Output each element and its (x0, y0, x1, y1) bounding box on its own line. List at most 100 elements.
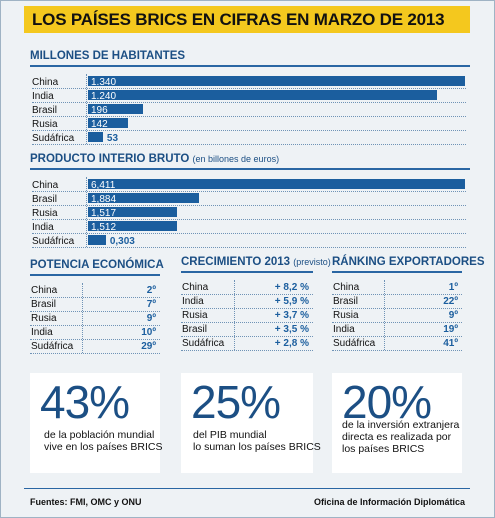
card-line: de la población mundial (44, 429, 155, 441)
category-label: India (31, 327, 53, 338)
population-share-card: 43% de la población mundial vive en los … (30, 373, 163, 473)
row-divider (32, 233, 466, 234)
gdp-title-text: PRODUCTO INTERIO BRUTO (30, 153, 190, 165)
data-label: 53 (106, 133, 119, 144)
category-label: Brasil (32, 194, 58, 205)
category-label: India (32, 91, 54, 102)
population-rule (30, 65, 470, 67)
growth-subtitle: (previsto) (293, 257, 331, 267)
table-value: 41º (443, 338, 458, 349)
axis-line (86, 74, 87, 144)
category-label: Sudáfrica (32, 236, 75, 247)
table-value: + 3,5 % (274, 324, 309, 335)
investment-share-desc: de la inversión extranjera directa es re… (342, 419, 459, 455)
category-label: Rusia (182, 310, 208, 321)
category-label: Rusia (31, 313, 57, 324)
footer-credit: Oficina de Información Diplomática (313, 497, 465, 507)
bar (88, 90, 437, 100)
table-value: 7º (146, 299, 156, 310)
row-divider (32, 205, 466, 206)
category-label: Brasil (182, 324, 208, 335)
row-divider (30, 353, 160, 354)
data-label: 196 (91, 105, 108, 116)
table-value: 29º (141, 341, 156, 352)
card-line: de la inversión extranjera (342, 419, 460, 431)
footer-sources: Fuentes: FMI, OMC y ONU (30, 497, 142, 507)
category-label: India (32, 222, 54, 233)
growth-rule (181, 271, 313, 273)
table-value: + 8,2 % (274, 282, 309, 293)
category-label: Rusia (333, 310, 359, 321)
row-divider (332, 350, 462, 351)
category-label: India (333, 324, 355, 335)
row-divider (32, 130, 466, 131)
population-title-text: MILLONES DE HABITANTES (30, 50, 186, 62)
power-title: POTENCIA ECONÓMICA (30, 259, 164, 271)
bar (88, 118, 128, 128)
card-line: lo suman los países BRICS (193, 441, 321, 453)
category-label: Brasil (31, 299, 57, 310)
exporters-rule (332, 271, 462, 273)
row-divider (332, 322, 462, 323)
data-label: 1,512 (91, 222, 117, 233)
population-share-value: 43% (40, 376, 130, 428)
bar (88, 76, 465, 86)
row-divider (30, 297, 160, 298)
bar (88, 193, 199, 203)
card-line: del PIB mundial (193, 429, 267, 441)
card-line: los países BRICS (342, 443, 425, 455)
row-divider (30, 339, 160, 340)
category-label: Sudáfrica (182, 338, 225, 349)
power-rule (30, 274, 160, 276)
exporters-title: RÁNKING EXPORTADORES (332, 256, 485, 268)
column-divider (234, 280, 235, 350)
table-value: 9º (448, 310, 458, 321)
row-divider (32, 191, 466, 192)
title-bar: LOS PAÍSES BRICS EN CIFRAS EN MARZO DE 2… (24, 6, 470, 33)
bar (88, 235, 106, 245)
row-divider (30, 325, 160, 326)
category-label: Brasil (32, 105, 58, 116)
bar (88, 179, 465, 189)
category-label: China (32, 180, 59, 191)
bar (88, 104, 144, 114)
bar (88, 132, 103, 142)
footer-rule (24, 488, 470, 489)
row-divider (30, 311, 160, 312)
category-label: Sudáfrica (32, 133, 75, 144)
table-value: 2º (146, 285, 156, 296)
category-label: China (32, 77, 59, 88)
category-label: China (182, 282, 209, 293)
population-title: MILLONES DE HABITANTES (30, 50, 185, 62)
table-value: 1º (448, 282, 458, 293)
bar (88, 221, 177, 231)
page-title: LOS PAÍSES BRICS EN CIFRAS EN MARZO DE 2… (32, 10, 445, 29)
data-label: 6,411 (91, 180, 116, 191)
table-value: + 3,7 % (274, 310, 309, 321)
table-value: + 2,8 % (274, 338, 309, 349)
growth-title-text: CRECIMIENTO 2013 (181, 256, 291, 268)
category-label: India (182, 296, 204, 307)
category-label: Sudáfrica (31, 341, 74, 352)
gdp-title: PRODUCTO INTERIO BRUTO (en billones de e… (30, 153, 279, 165)
column-divider (82, 283, 83, 353)
row-divider (32, 88, 466, 89)
row-divider (181, 322, 313, 323)
category-label: Rusia (32, 119, 58, 130)
investment-share-card: 20% de la inversión extranjera directa e… (332, 373, 462, 473)
gdp-share-value: 25% (191, 376, 281, 428)
row-divider (181, 336, 313, 337)
table-value: 9º (146, 313, 156, 324)
data-label: 1,884 (91, 194, 117, 205)
card-line: directa es realizada por (342, 431, 452, 443)
category-label: Sudáfrica (333, 338, 376, 349)
data-label: 1,517 (91, 208, 117, 219)
row-divider (181, 294, 313, 295)
bar (88, 207, 178, 217)
growth-title: CRECIMIENTO 2013 (previsto) (181, 256, 331, 268)
card-line: vive en los países BRICS (44, 441, 163, 453)
column-divider (384, 280, 385, 350)
row-divider (181, 350, 313, 351)
table-value: + 5,9 % (274, 296, 309, 307)
table-value: 19º (443, 324, 458, 335)
